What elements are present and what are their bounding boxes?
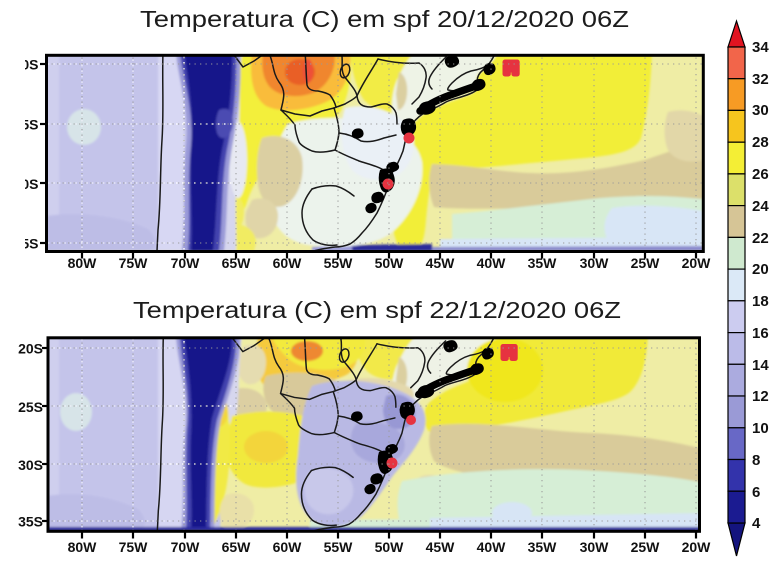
svg-text:30W: 30W bbox=[580, 539, 610, 555]
svg-text:55W: 55W bbox=[324, 539, 354, 555]
svg-text:65W: 65W bbox=[222, 539, 252, 555]
svg-text:20S: 20S bbox=[18, 341, 43, 357]
svg-text:Temperatura (C) em spf 20/12/2: Temperatura (C) em spf 20/12/2020 06Z bbox=[140, 6, 629, 32]
svg-text:80W: 80W bbox=[68, 539, 98, 555]
svg-text:70W: 70W bbox=[171, 255, 201, 271]
svg-text:25W: 25W bbox=[631, 539, 661, 555]
svg-text:35S: 35S bbox=[14, 236, 39, 252]
svg-text:24: 24 bbox=[752, 198, 769, 215]
svg-text:14: 14 bbox=[752, 357, 769, 374]
svg-text:20: 20 bbox=[752, 261, 769, 278]
svg-text:40W: 40W bbox=[477, 539, 507, 555]
svg-text:60W: 60W bbox=[273, 539, 303, 555]
svg-text:30: 30 bbox=[752, 102, 769, 119]
svg-text:20S: 20S bbox=[14, 57, 39, 73]
svg-text:45W: 45W bbox=[426, 539, 456, 555]
svg-text:16: 16 bbox=[752, 325, 769, 342]
svg-text:Temperatura (C) em spf 22/12/2: Temperatura (C) em spf 22/12/2020 06Z bbox=[133, 297, 621, 323]
svg-text:22: 22 bbox=[752, 230, 769, 247]
svg-text:75W: 75W bbox=[119, 255, 149, 271]
svg-text:60W: 60W bbox=[273, 255, 303, 271]
svg-text:70W: 70W bbox=[171, 539, 201, 555]
svg-text:32: 32 bbox=[752, 71, 769, 88]
svg-text:20W: 20W bbox=[682, 255, 712, 271]
svg-text:35W: 35W bbox=[528, 539, 558, 555]
svg-text:28: 28 bbox=[752, 134, 769, 151]
svg-text:35S: 35S bbox=[18, 514, 43, 530]
svg-text:30S: 30S bbox=[14, 176, 39, 192]
svg-text:26: 26 bbox=[752, 166, 769, 183]
svg-text:35W: 35W bbox=[528, 255, 558, 271]
svg-text:40W: 40W bbox=[477, 255, 507, 271]
svg-text:10: 10 bbox=[752, 420, 769, 437]
svg-text:6: 6 bbox=[752, 484, 760, 501]
svg-text:34: 34 bbox=[752, 39, 769, 56]
svg-text:80W: 80W bbox=[68, 255, 98, 271]
svg-text:25W: 25W bbox=[631, 255, 661, 271]
svg-text:8: 8 bbox=[752, 452, 760, 469]
svg-text:25S: 25S bbox=[14, 117, 39, 133]
svg-text:65W: 65W bbox=[222, 255, 252, 271]
svg-text:30S: 30S bbox=[18, 457, 43, 473]
svg-text:4: 4 bbox=[752, 515, 761, 532]
svg-text:25S: 25S bbox=[18, 399, 43, 415]
svg-text:45W: 45W bbox=[426, 255, 456, 271]
svg-text:50W: 50W bbox=[375, 255, 405, 271]
svg-text:50W: 50W bbox=[375, 539, 405, 555]
svg-text:30W: 30W bbox=[580, 255, 610, 271]
svg-text:18: 18 bbox=[752, 293, 769, 310]
svg-text:12: 12 bbox=[752, 388, 769, 405]
svg-text:75W: 75W bbox=[119, 539, 149, 555]
svg-text:20W: 20W bbox=[682, 539, 712, 555]
svg-text:55W: 55W bbox=[324, 255, 354, 271]
